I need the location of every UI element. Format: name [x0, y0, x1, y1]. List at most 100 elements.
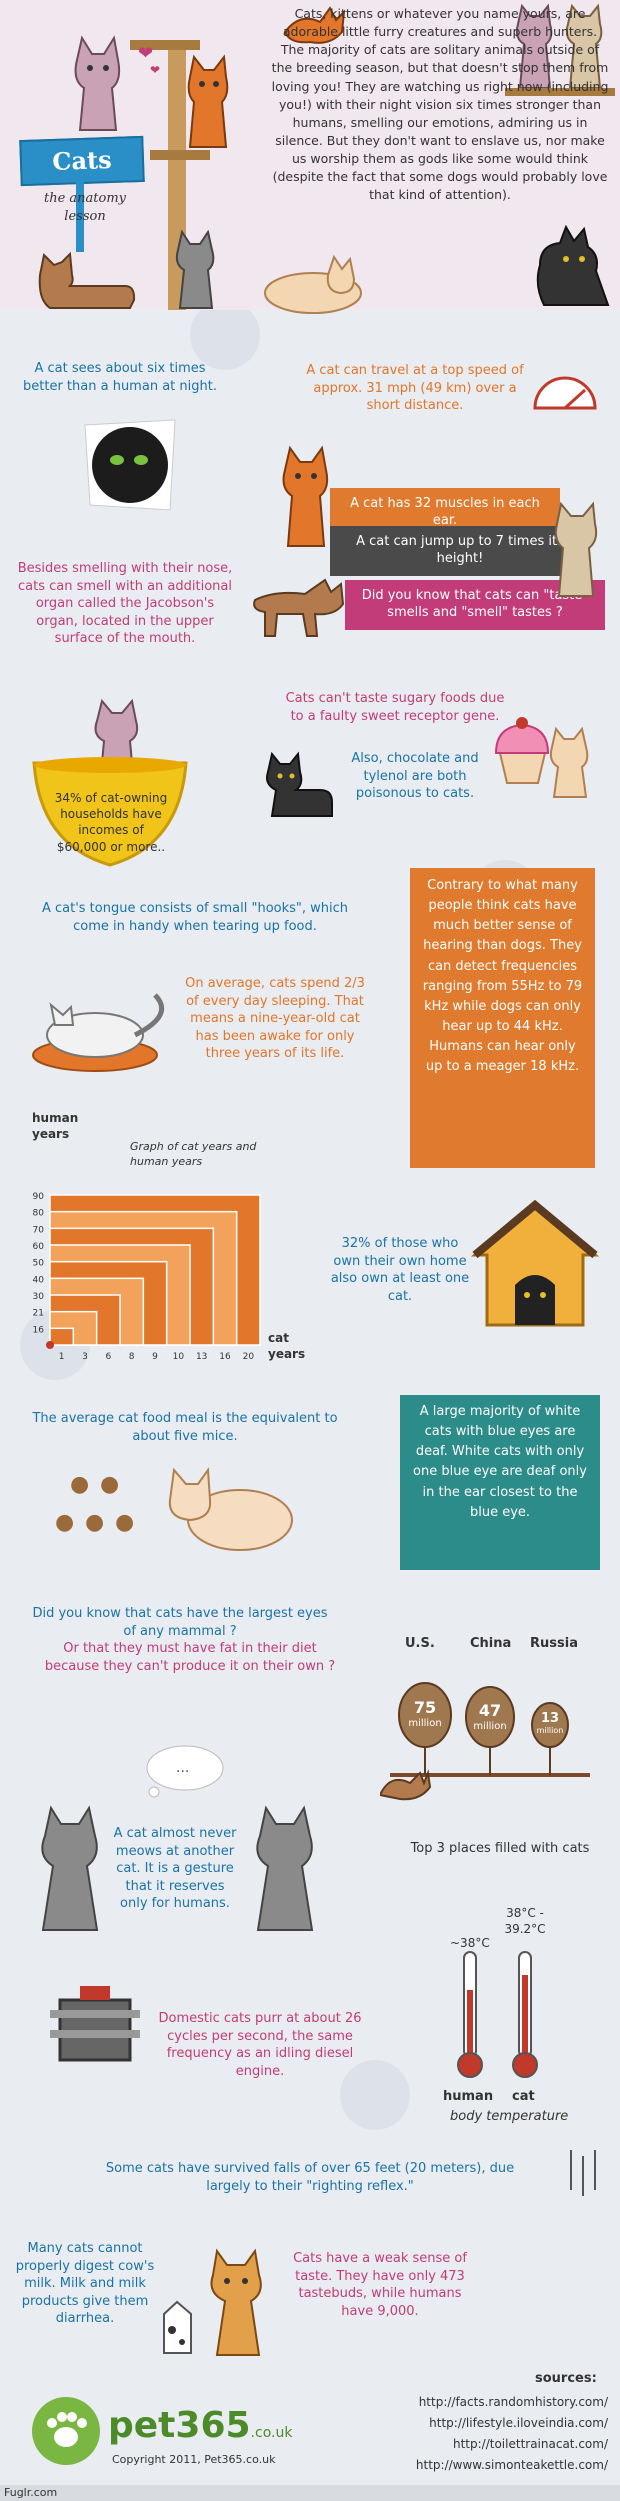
country-unit: million	[473, 1721, 507, 1732]
country-label: China	[470, 1636, 512, 1651]
temp-human-label: human	[443, 2089, 494, 2104]
banner-jump: A cat can jump up to 7 times its height!	[330, 526, 590, 576]
fact-fat: Or that they must have fat in their diet…	[44, 1641, 336, 1674]
cat-illustration	[175, 230, 215, 309]
thermometer-icon	[512, 1951, 538, 2078]
engine-icon	[50, 1986, 140, 2062]
cat-illustration	[554, 501, 598, 597]
brand-suffix: .co.uk	[250, 2425, 293, 2441]
fact-chocolate: Also, chocolate and tylenol are both poi…	[351, 751, 479, 802]
fact-speed: A cat can travel at a top speed of appro…	[306, 363, 524, 414]
source-link[interactable]: http://lifestyle.iloveindia.com/	[429, 2416, 608, 2430]
paw-decoration	[190, 300, 260, 370]
fact-jacobson: Besides smelling with their nose, cats c…	[17, 561, 233, 647]
temp-human-value: ~38°C	[450, 1936, 490, 1950]
y-tick-label: 21	[33, 1309, 44, 1319]
fact-taste: Cats have a weak sense of taste. They ha…	[293, 2251, 467, 2319]
x-tick-label: 1	[59, 1352, 65, 1362]
temp-cat-label: cat	[512, 2089, 535, 2104]
cat-illustration	[283, 6, 346, 44]
x-tick-label: 20	[243, 1352, 255, 1362]
speedometer-icon	[533, 376, 597, 410]
y-tick-label: 70	[33, 1225, 45, 1235]
cat-illustration	[549, 726, 589, 798]
fact-sleep: On average, cats spend 2/3 of every day …	[185, 976, 365, 1062]
cat-illustration	[536, 225, 610, 306]
bowl-illustration	[32, 757, 188, 867]
cat-illustration	[256, 1805, 314, 1931]
source-link[interactable]: http://www.simonteakettle.com/	[415, 2458, 608, 2472]
fact-blue-eyes: A large majority of white cats with blue…	[413, 1404, 587, 1520]
x-tick-label: 9	[152, 1352, 158, 1362]
source-link[interactable]: http://toilettrainacat.com/	[453, 2437, 608, 2451]
temp-cat-value: 38°C - 39.2°C	[504, 1906, 546, 1937]
shelf	[505, 88, 615, 96]
fact-purr: Domestic cats purr at about 26 cycles pe…	[158, 2011, 362, 2079]
cat-illustration	[210, 2248, 262, 2356]
y-tick-label: 40	[33, 1275, 45, 1285]
country-unit: million	[408, 1718, 442, 1729]
svg-text:...: ...	[176, 1760, 189, 1776]
country-label: U.S.	[405, 1636, 435, 1651]
y-tick-label: 50	[33, 1259, 45, 1269]
mouse-icon: ●	[115, 1510, 135, 1535]
blue-eyes-box	[400, 1395, 600, 1570]
mouse-icon: ●	[100, 1472, 120, 1497]
sources-label: sources:	[535, 2371, 597, 2386]
cupcake-icon	[494, 717, 550, 784]
thought-bubble-icon: ...	[146, 1745, 224, 1798]
cat-illustration	[94, 698, 139, 764]
cat-eyes-illustration	[84, 419, 176, 511]
chart-caption: Graph of cat years and human years	[130, 1140, 257, 1168]
country-unit: million	[536, 1726, 564, 1735]
cat-illustration	[168, 1467, 293, 1551]
heart-icon: ❤	[150, 63, 161, 77]
x-tick-label: 6	[105, 1352, 111, 1362]
fact-own-home: 32% of those who own their own home also…	[330, 1236, 470, 1304]
source-link[interactable]: http://facts.randomhistory.com/	[418, 2395, 608, 2409]
thermometer-icon	[457, 1951, 483, 2078]
sign-post	[76, 182, 84, 252]
fact-night-vision: A cat sees about six times better than a…	[23, 361, 217, 394]
copyright: Copyright 2011, Pet365.co.uk	[112, 2453, 276, 2466]
fact-income: 34% of cat-owning households have income…	[54, 791, 168, 854]
scratching-post-platform	[130, 40, 200, 50]
top-places-caption: Top 3 places filled with cats	[410, 1841, 590, 1856]
y-tick-label: 80	[33, 1209, 45, 1219]
chart-y-label: human years	[32, 1111, 79, 1142]
age-frame	[49, 1327, 75, 1346]
fact-hearing: Contrary to what many people think cats …	[422, 878, 583, 1075]
title-sign: Cats	[19, 135, 145, 187]
country-value: 13	[540, 1711, 560, 1726]
cat-illustration	[74, 35, 121, 131]
falling-lines	[560, 2150, 610, 2200]
x-tick-label: 16	[219, 1352, 231, 1362]
sources-list: http://facts.randomhistory.com/ http://l…	[416, 2392, 608, 2476]
paw-decoration	[340, 2060, 410, 2130]
intro-text: Cats, kittens or whatever you name yours…	[271, 6, 609, 203]
cat-illustration	[38, 251, 136, 309]
mouse-icon: ●	[55, 1510, 75, 1535]
watermark-bar	[0, 2485, 620, 2501]
country-value: 47	[478, 1701, 502, 1720]
cat-illustration	[264, 255, 362, 314]
fact-meow: A cat almost never meows at another cat.…	[113, 1826, 237, 1912]
mice-group: ● ● ● ● ●	[55, 1470, 145, 1550]
cat-illustration	[187, 54, 229, 148]
x-tick-label: 3	[82, 1352, 88, 1362]
x-tick-label: 10	[173, 1352, 185, 1362]
cat-illustration	[41, 1805, 99, 1931]
y-tick-label: 90	[33, 1192, 45, 1202]
top-places-chart	[380, 1682, 590, 1801]
cat-house-illustration	[470, 1200, 600, 1327]
heart-icon: ❤	[138, 43, 154, 64]
page-title: Cats	[51, 144, 113, 177]
fact-largest-eyes: Did you know that cats have the largest …	[32, 1606, 328, 1639]
temp-caption: body temperature	[450, 2109, 569, 2124]
brand-logo[interactable]: pet365.co.uk	[108, 2405, 292, 2446]
y-tick-label: 30	[33, 1292, 45, 1302]
cat-illustration	[515, 3, 603, 89]
x-tick-label: 13	[196, 1352, 207, 1362]
watermark: Fuglr.com	[4, 2486, 58, 2499]
